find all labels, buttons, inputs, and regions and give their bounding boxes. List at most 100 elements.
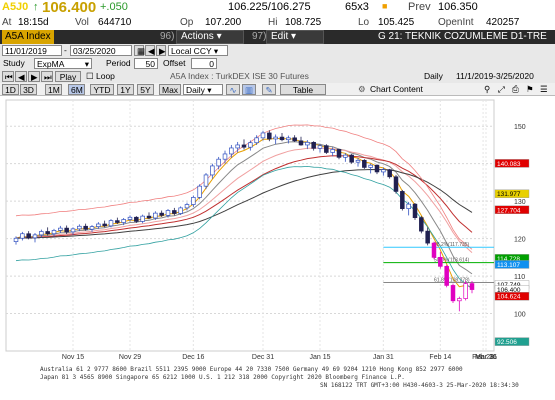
draw-tool-icon[interactable]: ✎	[262, 84, 276, 95]
more-icon[interactable]: ☰	[540, 84, 548, 94]
offset-input[interactable]: 0	[191, 58, 217, 69]
moving-average-line	[15, 155, 473, 239]
candle-body	[343, 154, 348, 158]
tab-max[interactable]: Max	[159, 84, 181, 95]
candle-body	[349, 154, 354, 163]
play-button[interactable]: Play	[55, 71, 81, 82]
currency-select[interactable]: Local CCY ▾	[168, 45, 228, 56]
candle-body	[58, 227, 63, 231]
at-label: At	[2, 17, 12, 28]
rewind-icon[interactable]: ⏮	[2, 71, 14, 82]
pin-icon[interactable]: ⚑	[526, 84, 534, 94]
candle-body	[235, 144, 240, 149]
candle-chart-icon[interactable]: ▥	[242, 84, 256, 95]
edit-menu[interactable]: Edit ▾	[266, 30, 324, 44]
low-price: 105.425	[378, 17, 415, 28]
candle-body	[463, 283, 468, 299]
tab-ytd[interactable]: YTD	[90, 84, 114, 95]
candle-body	[51, 230, 57, 235]
candle-body	[393, 176, 399, 192]
y-tick-label: 130	[514, 199, 526, 206]
open-interest: 420257	[486, 17, 520, 28]
step-forward-icon[interactable]: ▶	[28, 71, 40, 82]
candle-body	[146, 215, 152, 219]
playback-row: ⏮ ◀ ▶ ⏭ Play ☐ Loop A5A Index : TurkDEX …	[0, 70, 555, 83]
date-range-row: 11/01/2019 - 03/25/2020 ▦ ◀ ▶ Local CCY …	[0, 44, 555, 57]
y-tick-label: 150	[514, 124, 526, 131]
study-select[interactable]: ExpMA ▾	[34, 58, 92, 69]
print-icon[interactable]: ⎙	[512, 84, 519, 94]
period-label: Period	[106, 58, 131, 68]
fib-level-label: 38.2%(117.735)	[434, 242, 470, 248]
candle-body	[64, 227, 69, 233]
quote-row-1: A5J0 ↑ 106.400 +.050 106.225/106.275 65x…	[0, 0, 555, 16]
candle-body	[241, 144, 247, 148]
open-interest-label: OpenInt	[438, 17, 474, 28]
candle-body	[121, 219, 126, 223]
step-back-icon[interactable]: ◀	[15, 71, 27, 82]
y-tick-label: 120	[514, 237, 526, 244]
candle-body	[273, 136, 278, 140]
frequency-select[interactable]: Daily ▾	[183, 84, 223, 95]
table-button[interactable]: Table	[280, 84, 326, 95]
settings-icon[interactable]: ⚙	[358, 84, 366, 94]
candle-body	[431, 242, 437, 258]
candle-body	[260, 132, 266, 139]
expand-icon[interactable]: ⤢	[498, 84, 505, 94]
price-tag	[494, 205, 530, 214]
price-tag-label: 106.400	[497, 287, 521, 294]
actions-menu[interactable]: Actions ▾	[176, 30, 244, 44]
line-chart-icon[interactable]: ∿	[226, 84, 240, 95]
candle-body	[70, 228, 76, 233]
price-tag-label: 114.728	[497, 256, 520, 263]
prev-arrow-icon[interactable]: ◀	[145, 45, 155, 56]
chart-title: A5A Index : TurkDEX ISE 30 Futures	[170, 71, 309, 81]
zoom-icon[interactable]: ⚲	[484, 84, 491, 94]
price-tag	[494, 159, 530, 168]
offset-label: Offset	[163, 58, 186, 68]
candle-body	[39, 231, 44, 236]
candle-body	[444, 265, 449, 286]
start-date-input[interactable]: 11/01/2019	[2, 45, 62, 56]
x-tick-label: Nov 29	[119, 354, 141, 361]
candle-body	[13, 237, 19, 242]
candle-body	[469, 283, 475, 290]
price-tag-label: 131.977	[497, 191, 521, 198]
tab-1d[interactable]: 1D	[2, 84, 19, 95]
candle-body	[279, 136, 285, 141]
tab-3d[interactable]: 3D	[20, 84, 37, 95]
candle-body	[330, 149, 335, 153]
chart-content-button[interactable]: Chart Content	[370, 84, 423, 94]
frequency-select-value: Daily	[186, 85, 205, 95]
volume: 644710	[98, 17, 132, 28]
loop-checkbox[interactable]: ☐	[86, 71, 94, 81]
date-separator: -	[64, 45, 67, 55]
open-label: Op	[180, 17, 194, 28]
fast-forward-icon[interactable]: ⏭	[41, 71, 53, 82]
tab-5y[interactable]: 5Y	[137, 84, 154, 95]
security-field[interactable]: A5A Index	[2, 30, 54, 44]
tab-1y[interactable]: 1Y	[117, 84, 134, 95]
x-tick-label: Feb 14	[429, 354, 451, 361]
price-tag-label: 113.107	[497, 262, 520, 269]
edit-number: 97)	[252, 31, 267, 42]
candle-body	[362, 159, 367, 168]
candle-body	[400, 191, 405, 209]
period-input[interactable]: 50	[134, 58, 158, 69]
calendar-icon[interactable]: ▦	[134, 45, 145, 56]
candle-body	[254, 137, 259, 144]
next-arrow-icon[interactable]: ▶	[156, 45, 166, 56]
candle-body	[20, 233, 25, 239]
tab-1m[interactable]: 1M	[45, 84, 62, 95]
candle-body	[153, 212, 158, 219]
command-bar: A5A Index 96) Actions ▾ 97) Edit ▾ G 21:…	[0, 30, 555, 44]
moving-average-line	[15, 168, 473, 239]
end-date-input[interactable]: 03/25/2020	[70, 45, 132, 56]
candle-body	[387, 169, 392, 178]
candle-body	[96, 223, 101, 227]
tab-6m[interactable]: 6M	[68, 84, 85, 95]
last-price: 106.400	[42, 0, 97, 16]
candle-body	[165, 210, 171, 216]
price-tag-label: 127.704	[497, 207, 521, 214]
